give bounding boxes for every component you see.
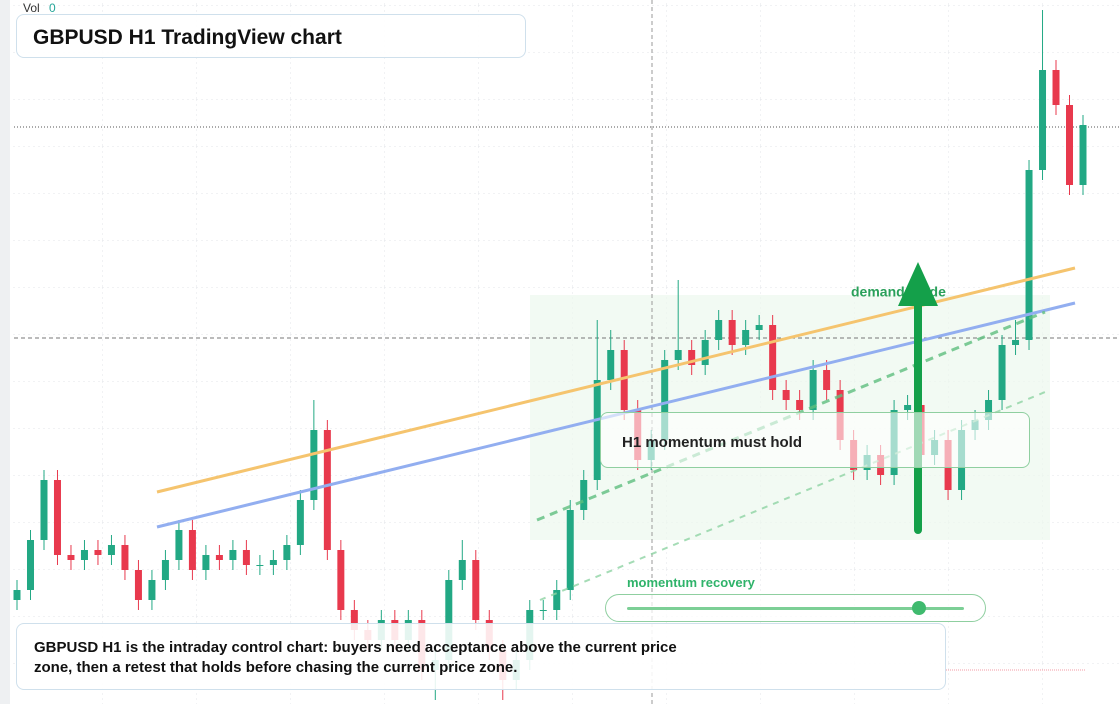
candle-body — [998, 345, 1006, 400]
candle-body — [715, 320, 723, 340]
candle-body — [539, 610, 547, 611]
candle-body — [796, 400, 804, 410]
candle-body — [904, 405, 912, 410]
candle-body — [1039, 70, 1047, 170]
candle-body — [1012, 340, 1020, 345]
slider-knob — [912, 601, 926, 615]
candle-body — [13, 590, 21, 600]
candle-body — [188, 530, 196, 570]
candle-body — [769, 325, 777, 390]
candle-body — [229, 550, 237, 560]
candle-body — [553, 590, 561, 610]
candle-body — [661, 360, 669, 440]
candle-body — [782, 390, 790, 400]
candle-body — [593, 380, 601, 480]
caption: GBPUSD H1 is the intraday control chart:… — [34, 639, 677, 676]
candle-body — [350, 610, 358, 630]
candle-body — [337, 550, 345, 610]
candle-body — [67, 555, 75, 560]
candle-body — [755, 325, 763, 330]
candle-body — [310, 430, 318, 500]
candle-body — [1066, 105, 1074, 185]
slider-label: momentum recovery — [627, 575, 755, 590]
level-box: H1 momentum must hold — [600, 412, 1030, 468]
candle-body — [107, 545, 115, 555]
candle-body — [323, 430, 331, 550]
candle-body — [742, 330, 750, 345]
left-edge — [0, 0, 10, 704]
caption-box: GBPUSD H1 is the intraday control chart:… — [16, 623, 946, 690]
candle-body — [674, 350, 682, 360]
trend-line — [536, 310, 1046, 522]
vol-label: Vol — [23, 1, 40, 15]
candle-body — [445, 580, 453, 660]
title: GBPUSD H1 TradingView chart — [33, 26, 342, 49]
candle-body — [809, 370, 817, 410]
candle-body — [40, 480, 48, 540]
title-box: GBPUSD H1 TradingView chart — [16, 14, 526, 58]
candle-body — [256, 565, 264, 566]
candle-body — [53, 480, 61, 555]
level-label: H1 momentum must hold — [622, 434, 803, 451]
candle-body — [296, 500, 304, 545]
candle-body — [688, 350, 696, 365]
slider — [605, 594, 986, 622]
candle-body — [121, 545, 129, 570]
candle-body — [620, 350, 628, 410]
candle-body — [26, 540, 34, 590]
candle-body — [580, 480, 588, 510]
candle-body — [242, 550, 250, 565]
candle-body — [148, 580, 156, 600]
candle-body — [566, 510, 574, 590]
candle-body — [823, 370, 831, 390]
arrow-head — [898, 262, 938, 306]
candle-body — [269, 560, 277, 565]
candle-body — [985, 400, 993, 420]
candle-body — [1025, 170, 1033, 340]
candle-body — [701, 340, 709, 365]
candle-body — [283, 545, 291, 560]
candle-body — [1052, 70, 1060, 105]
candle-body — [94, 550, 102, 555]
vol-value: 0 — [49, 1, 56, 15]
candle-body — [134, 570, 142, 600]
slider-track — [627, 607, 964, 610]
candle-body — [472, 560, 480, 620]
candle-body — [1079, 125, 1087, 185]
candle-body — [202, 555, 210, 570]
candle-body — [175, 530, 183, 560]
candle-body — [728, 320, 736, 345]
candle-body — [458, 560, 466, 580]
candle-body — [80, 550, 88, 560]
candle-body — [607, 350, 615, 380]
candle-body — [161, 560, 169, 580]
candle-body — [215, 555, 223, 560]
